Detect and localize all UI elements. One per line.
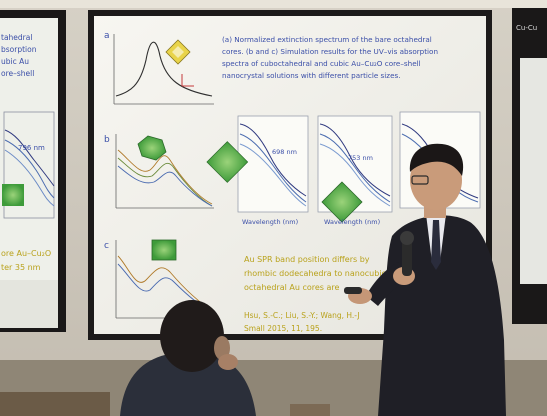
left-caption-fragment: ubic Au	[1, 57, 29, 66]
right-screen-surface	[520, 58, 547, 284]
left-footer-text: ore Au–Cu₂O	[1, 249, 51, 258]
left-caption-fragment: bsorption	[1, 45, 37, 54]
slide-statement: octahedral Au cores are	[244, 283, 340, 292]
panel-b-curve	[117, 157, 213, 207]
chart-1-curve	[239, 133, 307, 203]
peak-label: 753 nm	[348, 154, 373, 162]
microphone-head-icon	[400, 231, 414, 245]
ceiling-strip	[0, 0, 547, 8]
chart-2-curve	[319, 123, 391, 197]
peak-label: 698 nm	[272, 148, 297, 156]
panel-label: c	[104, 241, 109, 251]
left-chart-frame	[3, 111, 55, 219]
panel-b-curve	[117, 165, 213, 207]
chart-2-curve	[319, 133, 391, 203]
left-chart-curve	[4, 139, 55, 199]
octahedral-shell-glyph	[321, 181, 363, 223]
left-cube-glow	[2, 184, 24, 206]
slide-citation: Small 2015, 11, 195.	[244, 324, 322, 333]
left-chart-curve	[4, 149, 55, 207]
left-peak-label: 796 nm	[18, 144, 45, 152]
cube-glyph	[151, 239, 177, 261]
laser-pointer-icon	[344, 287, 362, 294]
chart-2-curve	[319, 143, 391, 207]
slide-statement: rhombic dodecahedra to nanocubic	[244, 269, 386, 278]
desk-top	[0, 392, 110, 416]
right-screen: Cu-Cu	[512, 8, 547, 324]
left-screen: tahedral bsorption ubic Au ore–shell 796…	[0, 10, 66, 332]
panel-label: b	[104, 135, 110, 145]
panel-c-curve	[117, 255, 213, 311]
panel-label: a	[104, 31, 110, 41]
chart-1-curve	[239, 123, 307, 197]
presenter	[344, 143, 506, 416]
octahedron-glyph-inner	[172, 46, 184, 58]
presenter-head	[410, 150, 462, 210]
panel-b-curve	[117, 149, 213, 205]
cuboctahedron-glyph	[137, 135, 167, 161]
presenter-hair	[409, 143, 464, 176]
floor-object	[290, 404, 330, 416]
chart-xlabel: Wavelength (nm)	[324, 218, 380, 226]
chart-frame-1	[237, 115, 309, 213]
audience-ear	[214, 336, 230, 360]
charts-row: 698 nm Wavelength (nm) 753 nm Wavelength…	[206, 111, 481, 226]
microphone-icon	[402, 236, 412, 276]
left-caption-fragment: tahedral	[1, 33, 32, 42]
left-footer-text: ter 35 nm	[1, 263, 41, 272]
left-screen-surface	[0, 18, 58, 280]
panel-a-spectrum-curve	[115, 41, 213, 97]
panel-c: c	[104, 239, 214, 319]
slide-caption: spectra of cuboctahedral and cubic Au–Cu…	[222, 59, 421, 68]
audience-head	[160, 300, 224, 372]
audience-member	[120, 300, 256, 416]
left-chart-curve	[4, 129, 55, 187]
presenter-tie	[431, 220, 441, 270]
slide-caption: (a) Normalized extinction spectrum of th…	[222, 35, 432, 44]
slide-statement: Au SPR band position differs by	[244, 255, 370, 264]
right-slide-fragment: Cu-Cu	[516, 24, 537, 32]
chart-1-curve	[239, 143, 307, 207]
panel-c-curve	[117, 263, 213, 313]
left-caption-fragment: ore–shell	[1, 69, 34, 78]
chart-xlabel: Wavelength (nm)	[242, 218, 298, 226]
glasses-icon	[411, 175, 429, 185]
left-screen-lower	[0, 280, 58, 328]
slide-caption: cores. (b and c) Simulation results for …	[222, 47, 438, 56]
audience-hand	[218, 354, 238, 370]
slide-citation: Hsu, S.-C.; Liu, S.-Y.; Wang, H.-J	[244, 311, 360, 320]
octahedral-shell-glyph	[206, 141, 249, 183]
slide-caption: nanocrystal solutions with different par…	[222, 71, 401, 80]
panel-a: a	[104, 31, 214, 105]
panel-b: b	[104, 134, 214, 209]
